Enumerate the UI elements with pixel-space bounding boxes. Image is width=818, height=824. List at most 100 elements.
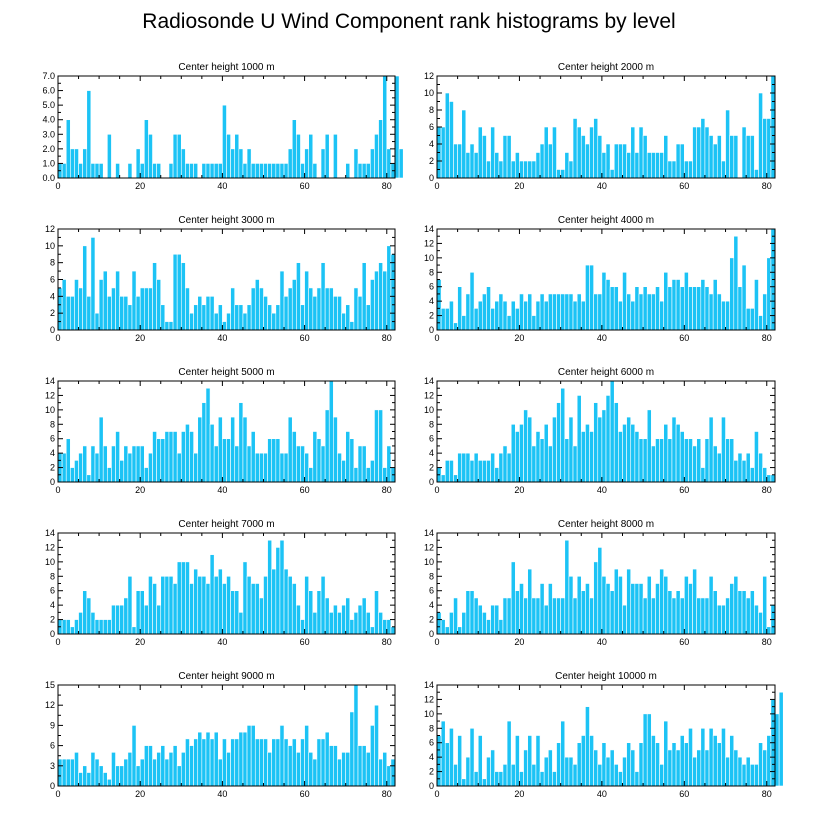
histogram-bar	[361, 163, 367, 179]
histogram-bar	[465, 152, 471, 179]
histogram-bar	[440, 308, 446, 331]
histogram-bar	[382, 75, 388, 179]
histogram-bar	[205, 387, 211, 483]
histogram-bar	[515, 431, 520, 483]
histogram-bar	[642, 438, 648, 483]
histogram-bar	[515, 590, 520, 635]
histogram-bar	[78, 772, 83, 787]
histogram-bar	[490, 308, 496, 331]
histogram-bar	[160, 575, 166, 635]
histogram-bar	[675, 749, 681, 787]
histogram-bar	[353, 467, 359, 483]
histogram-bar	[197, 296, 203, 331]
histogram-bar	[527, 160, 533, 179]
histogram-bar	[135, 296, 141, 331]
histogram-bar	[370, 725, 375, 787]
histogram-bar	[477, 604, 483, 635]
histogram-bar	[679, 735, 685, 787]
histogram-bar	[217, 416, 223, 483]
histogram-bar	[357, 163, 363, 179]
histogram-panel: Center height 1000 m 0.0 1.0 2.0 3.0 4.0 5.0 6.…	[42, 62, 404, 191]
histogram-bar	[139, 758, 145, 787]
histogram-bar	[378, 262, 383, 331]
histogram-bar	[197, 731, 203, 787]
histogram-bar	[90, 612, 96, 635]
histogram-bar	[630, 423, 636, 483]
histogram-bar	[263, 575, 268, 635]
histogram-bar	[144, 467, 149, 483]
histogram-bar	[267, 539, 273, 635]
y-tick-label: 12	[424, 238, 434, 248]
histogram-bar	[733, 135, 739, 179]
y-tick-label: 8	[429, 267, 434, 277]
histogram-bar	[180, 148, 186, 179]
histogram-bar	[539, 438, 545, 483]
histogram-bar	[267, 752, 273, 787]
histogram-bar	[671, 160, 677, 179]
histogram-bar	[386, 245, 392, 331]
histogram-bar	[465, 293, 471, 331]
x-tick-label: 0	[434, 485, 439, 495]
histogram-bar	[123, 296, 129, 331]
histogram-bar	[324, 133, 330, 179]
histogram-bar	[642, 597, 648, 635]
histogram-bar	[168, 431, 174, 483]
x-tick-label: 60	[300, 789, 310, 799]
histogram-bar	[180, 561, 186, 635]
histogram-bar	[535, 300, 541, 331]
histogram-bar	[222, 104, 227, 179]
histogram-bar	[86, 296, 92, 331]
histogram-bar	[576, 395, 582, 483]
histogram-bar	[308, 590, 314, 635]
histogram-bar	[745, 756, 751, 787]
y-tick-label: 2	[429, 615, 434, 625]
panel-title: Center height 10000 m	[555, 671, 657, 682]
histogram-bar	[312, 163, 318, 179]
histogram-bar	[74, 460, 79, 483]
histogram-bar	[94, 163, 100, 179]
histogram-bar	[70, 148, 75, 179]
histogram-bar	[576, 293, 582, 331]
histogram-bar	[90, 445, 96, 483]
histogram-bar	[494, 152, 500, 179]
x-tick-label: 40	[597, 333, 607, 343]
histogram-bar	[494, 300, 500, 331]
histogram-bar	[300, 304, 305, 331]
histogram-bar	[539, 583, 545, 635]
histogram-bar	[457, 452, 463, 483]
histogram-bar	[572, 764, 578, 787]
histogram-bar	[222, 738, 227, 787]
histogram-bar	[585, 264, 590, 331]
histogram-bar	[663, 575, 669, 635]
x-tick-label: 20	[514, 789, 524, 799]
histogram-bar	[510, 160, 516, 179]
x-tick-label: 80	[382, 789, 392, 799]
histogram-bar	[242, 731, 248, 787]
histogram-bar	[328, 612, 334, 635]
histogram-bar	[749, 308, 755, 331]
histogram-bar	[688, 583, 693, 635]
histogram-bar	[626, 568, 632, 635]
histogram-bar	[164, 431, 170, 483]
y-tick-label: 4	[429, 139, 434, 149]
histogram-bar	[296, 133, 301, 179]
panel-title: Center height 2000 m	[558, 62, 654, 73]
histogram-bar	[65, 619, 71, 635]
histogram-bar	[259, 738, 264, 787]
histogram-panel: Center height 3000 m 0 2 4 6 8 10 12 0 20 40 60 80	[45, 215, 396, 343]
histogram-bar	[729, 438, 735, 483]
histogram-bar	[127, 575, 133, 635]
histogram-bar	[230, 148, 236, 179]
x-tick-label: 0	[434, 181, 439, 191]
histogram-bar	[316, 287, 322, 331]
histogram-bar	[275, 547, 281, 635]
histogram-bar	[737, 452, 743, 483]
histogram-bar	[374, 409, 379, 483]
histogram-bar	[572, 445, 578, 483]
histogram-bar	[679, 431, 685, 483]
x-tick-label: 60	[300, 485, 310, 495]
x-tick-label: 40	[217, 333, 227, 343]
histogram-bar	[659, 438, 665, 483]
histogram-bar	[749, 135, 755, 179]
